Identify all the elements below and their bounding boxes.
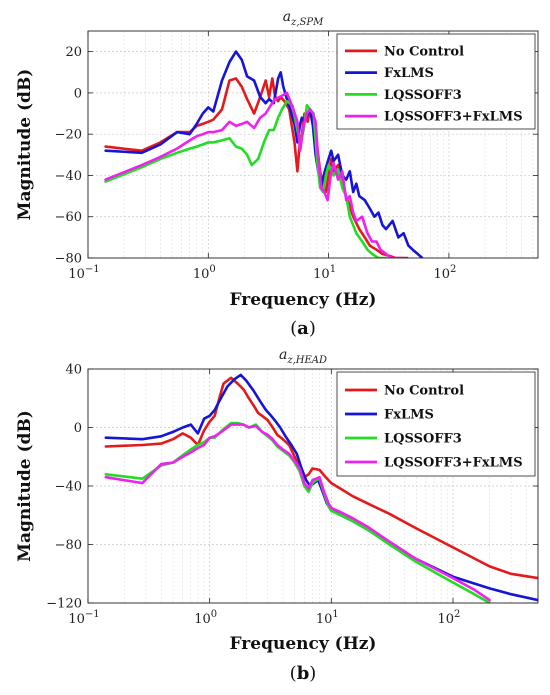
chart-title-subscript: z,SPM — [290, 17, 324, 28]
y-tick-label: −80 — [55, 252, 82, 267]
x-tick-base: 10 — [68, 612, 85, 627]
legend-label-no-control: No Control — [384, 384, 464, 399]
grid — [87, 31, 538, 259]
y-tick-label: −80 — [55, 538, 82, 553]
x-tick-exponent: 2 — [454, 609, 460, 620]
chart-title-subscript: z,HEAD — [286, 355, 327, 366]
x-tick-base: 10 — [194, 612, 211, 627]
series-group — [104, 373, 538, 603]
legend-label-lqssoff3: LQSSOFF3 — [384, 88, 462, 103]
panel-caption: (a) — [290, 318, 316, 339]
x-tick-exponent: 1 — [332, 609, 338, 620]
x-axis-label: Frequency (Hz) — [230, 290, 377, 310]
y-tick-label: −40 — [55, 480, 82, 495]
x-tick-base: 10 — [433, 267, 450, 282]
legend-label-fxlms: FxLMS — [384, 408, 434, 423]
x-tick-label: 101 — [316, 609, 339, 627]
series-line-lqssoff3-fxlms — [104, 91, 403, 258]
chart-title: az,HEAD — [279, 347, 327, 366]
y-axis-label: Magnitude (dB) — [15, 410, 35, 562]
chart-title-main: a — [279, 347, 287, 363]
x-tick-exponent: 2 — [450, 264, 456, 275]
x-tick-base: 10 — [313, 267, 330, 282]
caption-letter: b — [297, 663, 310, 684]
panel-caption: (b) — [290, 663, 317, 684]
panel-b: 10−1 100 101 102−120−80−40040az,HEADFrequen… — [15, 347, 539, 684]
caption-paren: ) — [309, 663, 316, 684]
x-tick-label: 10−1 — [68, 609, 99, 627]
x-tick-exponent: 0 — [209, 264, 215, 275]
x-tick-label: 10−1 — [68, 264, 99, 282]
y-tick-label: 0 — [74, 86, 82, 101]
x-tick-label: 100 — [193, 264, 216, 282]
caption-paren: ( — [290, 318, 297, 339]
x-tick-base: 10 — [438, 612, 455, 627]
x-tick-label: 102 — [433, 264, 456, 282]
panel-a: 10−1 100 101 102−80−60−40−20020az,SPMFreque… — [15, 9, 539, 339]
series-line-no-control — [104, 376, 538, 580]
x-tick-base: 10 — [316, 612, 333, 627]
chart-title: az,SPM — [283, 9, 324, 28]
y-tick-label: −60 — [55, 210, 82, 225]
legend-label-lqssoff3-fxlms: LQSSOFF3+FxLMS — [384, 110, 523, 125]
series-line-lqssoff3-fxlms — [104, 423, 491, 602]
y-tick-label: −120 — [46, 597, 82, 612]
legend-label-lqssoff3-fxlms: LQSSOFF3+FxLMS — [384, 456, 523, 471]
y-tick-label: 20 — [65, 45, 82, 60]
caption-paren: ( — [290, 663, 297, 684]
legend-label-no-control: No Control — [384, 44, 464, 59]
legend-label-lqssoff3: LQSSOFF3 — [384, 432, 462, 447]
y-axis-label: Magnitude (dB) — [15, 69, 35, 221]
legend: No Control FxLMS LQSSOFF3 LQSSOFF3+FxLMS — [336, 33, 536, 130]
x-tick-exponent: 1 — [330, 264, 336, 275]
chart-title-main: a — [283, 9, 291, 25]
x-tick-exponent: −1 — [85, 264, 100, 275]
legend-label-fxlms: FxLMS — [384, 66, 434, 81]
x-tick-base: 10 — [68, 267, 85, 282]
y-tick-label: −40 — [55, 169, 82, 184]
y-tick-label: −20 — [55, 128, 82, 143]
caption-letter: a — [297, 318, 309, 339]
x-tick-exponent: −1 — [85, 609, 100, 620]
series-group — [104, 50, 424, 258]
x-tick-label: 102 — [438, 609, 461, 627]
y-tick-label: 0 — [74, 421, 82, 436]
legend: No Control FxLMS LQSSOFF3 LQSSOFF3+FxLMS — [336, 371, 536, 477]
x-tick-label: 101 — [313, 264, 336, 282]
x-tick-label: 100 — [194, 609, 217, 627]
x-axis-label: Frequency (Hz) — [230, 634, 377, 654]
axes-frame — [87, 30, 539, 259]
x-tick-exponent: 0 — [211, 609, 217, 620]
caption-paren: ) — [309, 318, 316, 339]
x-tick-base: 10 — [193, 267, 210, 282]
y-tick-label: 40 — [65, 363, 82, 378]
